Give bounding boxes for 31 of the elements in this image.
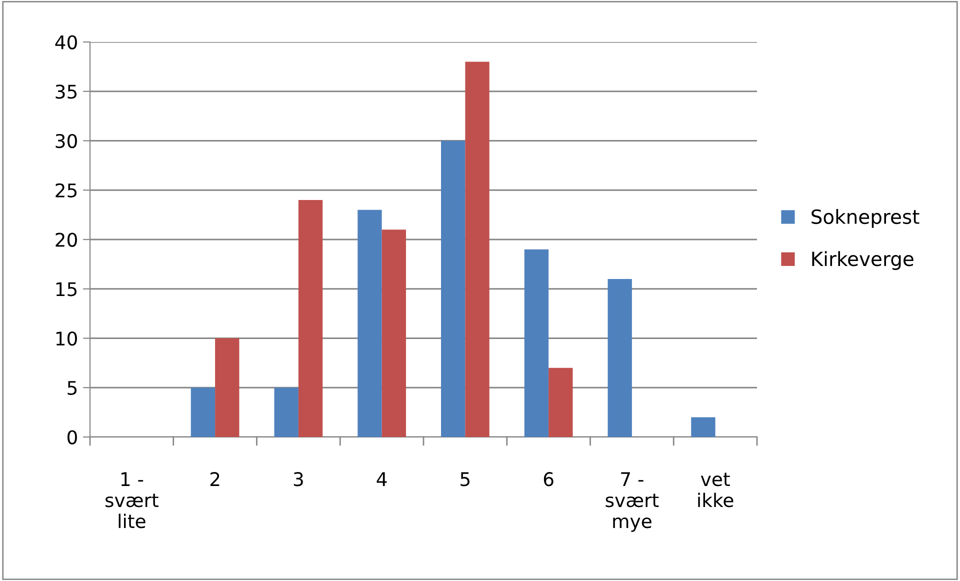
y-tick-label: 0 (68, 430, 77, 444)
bar (608, 279, 632, 437)
bar (548, 368, 573, 437)
bar (274, 388, 298, 437)
bar (382, 230, 406, 437)
y-tick-label: 15 (56, 282, 77, 296)
x-tick-label: 5 (460, 472, 470, 486)
bar (298, 200, 323, 437)
bar (215, 338, 240, 437)
legend-label: Kirkeverge (812, 251, 914, 270)
bar (358, 210, 382, 437)
x-tick-label: vet ikke (698, 472, 734, 508)
bar (524, 249, 549, 437)
y-tick-label: 20 (56, 232, 77, 247)
bar (465, 62, 490, 437)
y-tick-label: 25 (56, 183, 77, 198)
y-tick-label: 5 (68, 381, 77, 396)
y-tick-label: 10 (56, 331, 77, 346)
x-tick-label: 4 (376, 472, 387, 486)
y-tick-label: 30 (56, 134, 77, 148)
bar (190, 388, 216, 437)
bar (691, 417, 716, 437)
x-tick-label: 2 (210, 472, 220, 486)
x-tick-label: 3 (294, 472, 303, 486)
legend-label: Sokneprest (812, 209, 920, 228)
x-tick-label: 7 - svært mye (606, 472, 659, 532)
y-tick-label: 40 (55, 35, 77, 50)
y-tick-label: 35 (56, 84, 77, 99)
x-tick-label: 6 (544, 472, 554, 486)
x-tick-label: 1 - svært lite (106, 472, 158, 528)
bar (441, 140, 466, 437)
